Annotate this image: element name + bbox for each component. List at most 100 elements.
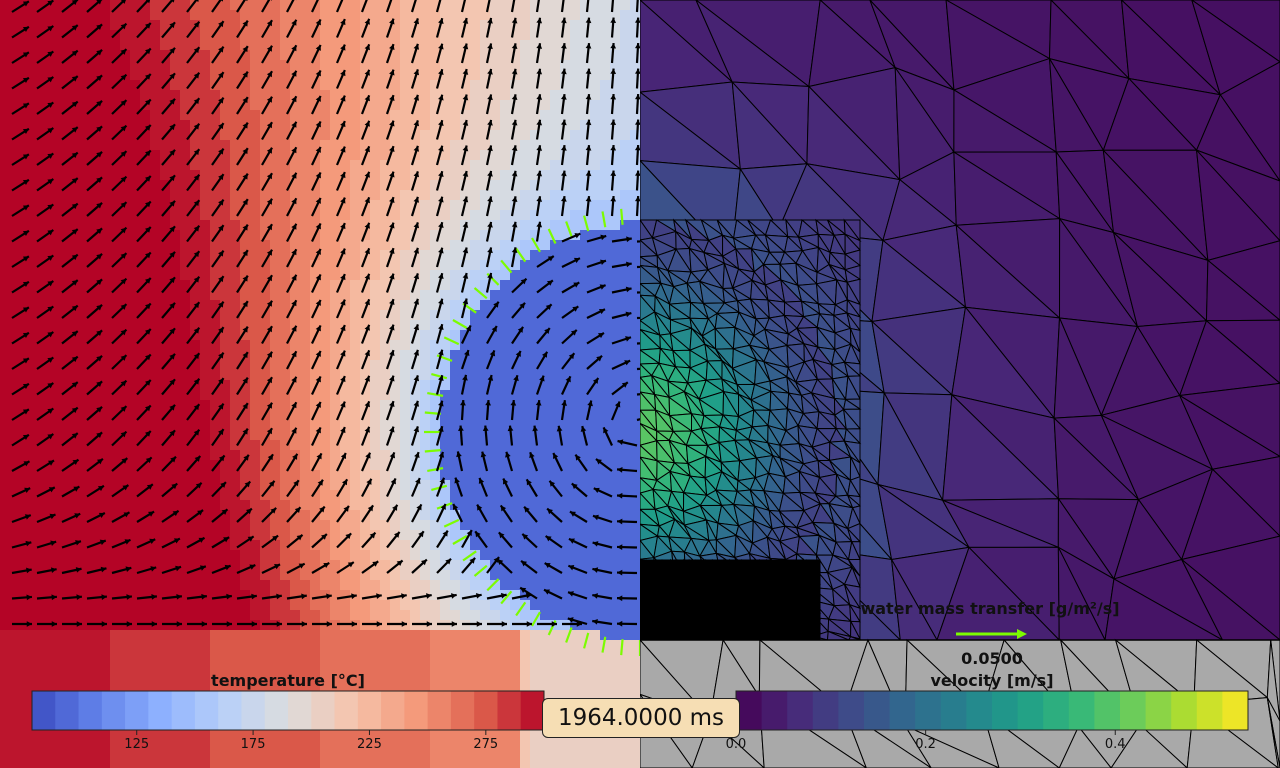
temperature-cell bbox=[0, 210, 11, 221]
temperature-cell bbox=[120, 370, 131, 381]
temperature-cell bbox=[90, 440, 101, 451]
temperature-cell bbox=[580, 250, 591, 261]
temperature-cell bbox=[230, 320, 241, 331]
temperature-cell bbox=[610, 580, 621, 591]
temperature-cell bbox=[330, 490, 341, 501]
temperature-cell bbox=[580, 480, 591, 491]
temperature-cell bbox=[630, 10, 640, 21]
temperature-cell bbox=[240, 320, 251, 331]
temperature-cell bbox=[210, 680, 221, 691]
temperature-cell bbox=[110, 40, 121, 51]
temperature-cell bbox=[570, 310, 581, 321]
temperature-cell bbox=[350, 340, 361, 351]
temperature-cell bbox=[330, 560, 341, 571]
temperature-cell bbox=[500, 160, 511, 171]
temperature-cell bbox=[280, 290, 291, 301]
temperature-cell bbox=[210, 320, 221, 331]
temperature-cell bbox=[540, 470, 551, 481]
temperature-cell bbox=[420, 550, 431, 561]
temperature-cell bbox=[250, 120, 261, 131]
temperature-cell bbox=[590, 450, 601, 461]
temperature-cell bbox=[530, 640, 541, 651]
temperature-cell bbox=[330, 160, 341, 171]
temperature-cell bbox=[170, 250, 181, 261]
temperature-cell bbox=[600, 450, 611, 461]
temperature-cell bbox=[180, 160, 191, 171]
temperature-cell bbox=[530, 100, 541, 111]
temperature-cell bbox=[120, 430, 131, 441]
temperature-cell bbox=[420, 430, 431, 441]
temperature-cell bbox=[160, 510, 171, 521]
temperature-cell bbox=[130, 10, 141, 21]
temperature-cell bbox=[520, 620, 531, 631]
temperature-cell bbox=[180, 50, 191, 61]
temperature-cell bbox=[0, 380, 11, 391]
temperature-cell bbox=[240, 640, 251, 651]
temperature-cell bbox=[380, 500, 391, 511]
temperature-cell bbox=[560, 690, 571, 701]
temperature-cell bbox=[360, 550, 371, 561]
temperature-cell bbox=[160, 620, 171, 631]
temperature-cell bbox=[430, 410, 441, 421]
temperature-cell bbox=[230, 480, 241, 491]
temperature-cell bbox=[370, 70, 381, 81]
temperature-cell bbox=[440, 60, 451, 71]
temperature-cell bbox=[530, 40, 541, 51]
temperature-cell bbox=[480, 730, 491, 741]
temperature-cell bbox=[330, 180, 341, 191]
temperature-cell bbox=[320, 490, 331, 501]
temperature-cell bbox=[180, 500, 191, 511]
temperature-cell bbox=[30, 640, 41, 651]
temperature-cell bbox=[100, 750, 111, 761]
temperature-cell bbox=[300, 40, 311, 51]
temperature-cell bbox=[130, 660, 141, 671]
temperature-cell bbox=[200, 120, 211, 131]
temperature-cell bbox=[260, 120, 271, 131]
temperature-cell bbox=[350, 550, 361, 561]
temperature-cell bbox=[160, 630, 171, 641]
temperature-cell bbox=[200, 360, 211, 371]
temperature-cell bbox=[620, 460, 631, 471]
temperature-cell bbox=[50, 400, 61, 411]
temperature-cell bbox=[460, 360, 471, 371]
temperature-cell bbox=[490, 210, 501, 221]
temperature-cell bbox=[540, 260, 551, 271]
temperature-cell bbox=[210, 580, 221, 591]
temperature-cell bbox=[600, 150, 611, 161]
temperature-cell bbox=[570, 160, 581, 171]
temperature-cell bbox=[240, 490, 251, 501]
temperature-cell bbox=[450, 140, 461, 151]
temperature-cell bbox=[540, 90, 551, 101]
temperature-cell bbox=[470, 420, 481, 431]
temperature-cell bbox=[270, 280, 281, 291]
temperature-cell bbox=[400, 180, 411, 191]
temperature-cell bbox=[440, 620, 451, 631]
temperature-cell bbox=[90, 580, 101, 591]
temperature-cell bbox=[0, 580, 11, 591]
temperature-cell bbox=[390, 290, 401, 301]
temperature-cell bbox=[270, 740, 281, 751]
temperature-cell bbox=[380, 350, 391, 361]
temperature-cell bbox=[470, 640, 481, 651]
temperature-cell bbox=[560, 640, 571, 651]
temperature-cell bbox=[0, 650, 11, 661]
temperature-cell bbox=[170, 150, 181, 161]
temperature-cell bbox=[550, 320, 561, 331]
temperature-cell bbox=[90, 590, 101, 601]
temperature-cell bbox=[430, 400, 441, 411]
temperature-cell bbox=[600, 340, 611, 351]
temperature-cell bbox=[590, 430, 601, 441]
temperature-cell bbox=[420, 650, 431, 661]
temperature-cell bbox=[180, 110, 191, 121]
temperature-cell bbox=[320, 320, 331, 331]
temperature-cell bbox=[30, 70, 41, 81]
temperature-cell bbox=[140, 370, 151, 381]
temperature-cell bbox=[410, 140, 421, 151]
temperature-cell bbox=[160, 210, 171, 221]
temperature-cell bbox=[120, 400, 131, 411]
temperature-cell bbox=[20, 10, 31, 21]
temperature-cell bbox=[90, 300, 101, 311]
temperature-cell bbox=[240, 0, 251, 11]
temperature-cell bbox=[110, 200, 121, 211]
temperature-cell bbox=[540, 670, 551, 681]
